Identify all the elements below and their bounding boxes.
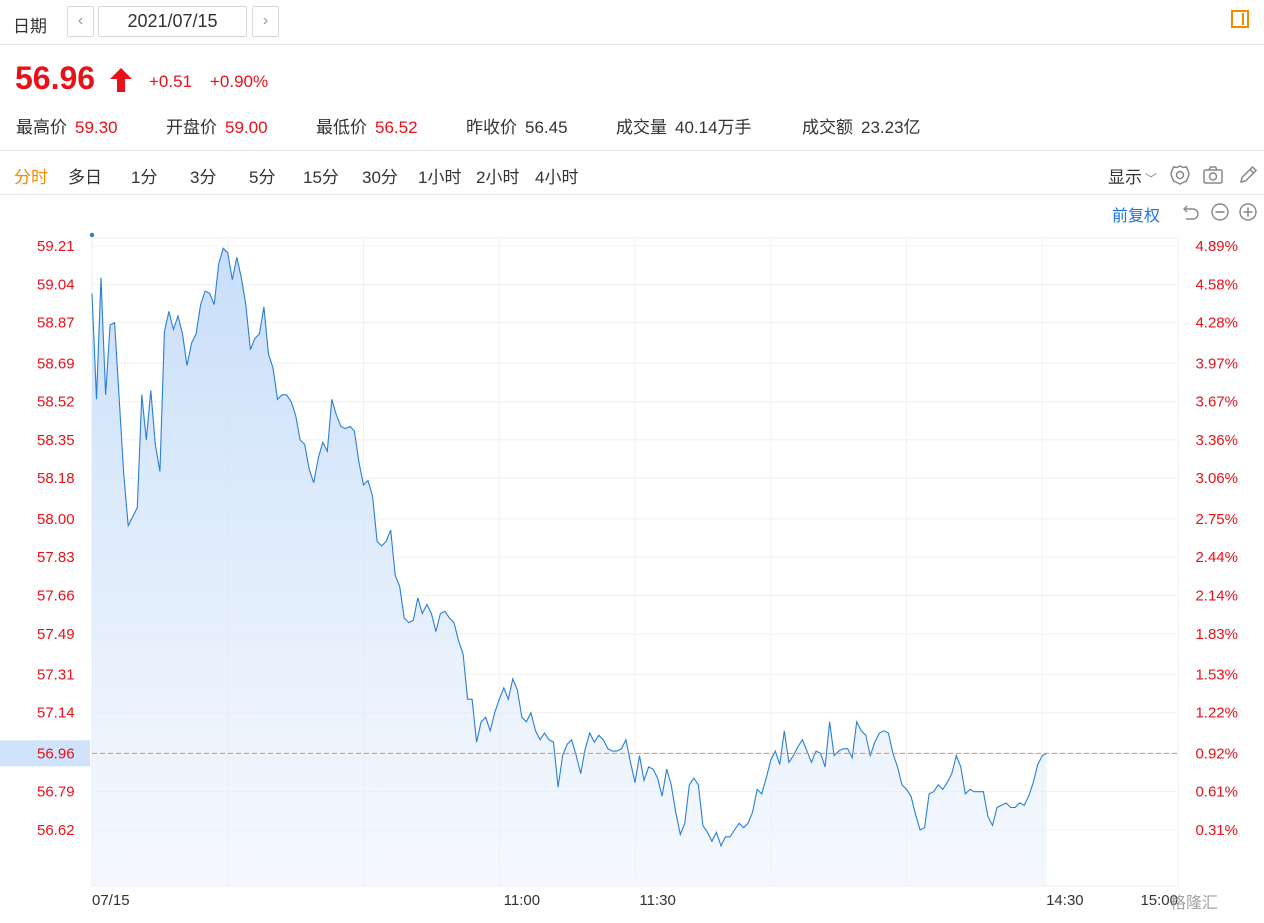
start-marker (89, 232, 95, 238)
tab-15min[interactable]: 15分 (303, 168, 339, 187)
stat-value: 56.52 (375, 118, 418, 137)
x-axis: 07/15 11:00 11:30 14:30 15:00 (92, 892, 1178, 909)
tab-multi-day[interactable]: 多日 (68, 168, 102, 187)
stat-label: 成交额 (802, 118, 853, 137)
y2-tick-label: 3.67% (1195, 394, 1238, 411)
stat-low: 最低价 56.52 (316, 113, 418, 138)
tab-30min[interactable]: 30分 (362, 168, 398, 187)
x-tick-label: 07/15 (92, 892, 130, 909)
y-tick-label: 58.18 (37, 470, 75, 487)
y-tick-label: 57.83 (37, 549, 75, 566)
y-tick-label: 58.69 (37, 355, 75, 372)
y2-tick-label: 4.28% (1195, 315, 1238, 332)
price-change-percent: +0.90% (210, 72, 269, 91)
y-tick-label: 58.87 (37, 315, 75, 332)
prev-day-button[interactable]: ‹ (67, 6, 94, 37)
y2-tick-label: 0.92% (1195, 745, 1238, 762)
y-axis: 59.21 59.04 58.87 58.69 58.52 58.35 58.18 58.00… (37, 238, 75, 839)
y-tick-label: 56.62 (37, 822, 75, 839)
y-tick-label: 57.49 (37, 626, 75, 643)
current-price-box (0, 740, 90, 767)
date-bar: 日期 ‹ 2021/07/15 › (0, 0, 1264, 45)
zoom-in-icon[interactable] (1238, 202, 1258, 222)
up-arrow-icon (110, 68, 132, 92)
y2-tick-label: 2.75% (1195, 511, 1238, 528)
stat-value: 23.23亿 (861, 118, 921, 137)
y2-tick-label: 0.31% (1195, 822, 1238, 839)
y-tick-label: 56.79 (37, 784, 75, 801)
current-price: 56.96 (15, 60, 96, 96)
divider (0, 194, 1264, 195)
zoom-out-icon[interactable] (1210, 202, 1230, 222)
y-tick-label: 59.04 (37, 276, 75, 293)
y2-tick-label: 3.36% (1195, 432, 1238, 449)
chevron-down-icon: ﹀ (1145, 172, 1158, 186)
y-tick-label: 58.52 (37, 394, 75, 411)
x-tick-label: 14:30 (1046, 892, 1084, 909)
stat-value: 59.00 (225, 118, 268, 137)
y2-tick-label: 0.61% (1195, 784, 1238, 801)
display-menu-button[interactable]: 显示 ﹀ (1108, 163, 1157, 188)
price-line (91, 247, 1048, 848)
x-tick-label: 11:00 (504, 892, 540, 909)
y2-tick-label: 1.53% (1195, 666, 1238, 683)
y-tick-label: 57.31 (37, 666, 75, 683)
y-tick-label: 58.00 (37, 511, 75, 528)
y-tick-label: 59.21 (37, 238, 75, 255)
y2-tick-label: 1.22% (1195, 705, 1238, 722)
tab-3min[interactable]: 3分 (190, 168, 217, 187)
stat-label: 最低价 (316, 118, 367, 137)
stat-label: 开盘价 (166, 118, 217, 137)
price-change: +0.51 (149, 72, 193, 91)
adjust-mode-button[interactable]: 前复权 (1112, 208, 1161, 225)
intraday-chart[interactable]: 59.21 59.04 58.87 58.69 58.52 58.35 58.18 58.00… (0, 220, 1264, 923)
next-day-button[interactable]: › (252, 6, 279, 37)
sidebar-toggle-icon[interactable] (1231, 10, 1249, 28)
watermark: 格隆汇 (1170, 895, 1219, 912)
y-tick-label: 58.35 (37, 432, 75, 449)
stat-value: 59.30 (75, 118, 118, 137)
date-label: 日期 (13, 17, 47, 36)
stat-high: 最高价 59.30 (16, 113, 118, 138)
y2-tick-label: 4.89% (1195, 238, 1238, 255)
display-label: 显示 (1108, 168, 1142, 187)
y2-axis: 4.89% 4.58% 4.28% 3.97% 3.67% 3.36% 3.06% 2.75%… (1195, 238, 1238, 839)
stat-label: 最高价 (16, 118, 67, 137)
stat-turnover: 成交额 23.23亿 (802, 113, 921, 138)
tab-1min[interactable]: 1分 (131, 168, 158, 187)
chevron-left-icon: ‹ (77, 12, 84, 29)
date-input[interactable]: 2021/07/15 (98, 6, 247, 37)
current-price-label: 56.96 (37, 745, 75, 762)
y2-tick-label: 4.58% (1195, 276, 1238, 293)
tab-1hour[interactable]: 1小时 (418, 168, 462, 187)
y2-tick-label: 3.06% (1195, 470, 1238, 487)
settings-icon[interactable] (1169, 164, 1191, 186)
divider (0, 150, 1264, 151)
stat-open: 开盘价 59.00 (166, 113, 268, 138)
pencil-icon[interactable] (1237, 164, 1259, 186)
y2-tick-label: 1.83% (1195, 626, 1238, 643)
tab-4hour[interactable]: 4小时 (535, 168, 579, 187)
camera-icon[interactable] (1202, 164, 1224, 186)
stat-volume: 成交量 40.14万手 (616, 113, 752, 138)
tab-5min[interactable]: 5分 (249, 168, 276, 187)
y-tick-label: 57.14 (37, 705, 75, 722)
y2-tick-label: 2.14% (1195, 587, 1238, 604)
reset-icon[interactable] (1181, 202, 1201, 222)
x-tick-label: 15:00 (1140, 892, 1178, 909)
y-tick-label: 57.66 (37, 587, 75, 604)
price-area (92, 248, 1047, 887)
stat-value: 40.14万手 (675, 118, 752, 137)
stat-label: 昨收价 (466, 118, 517, 137)
stat-value: 56.45 (525, 118, 568, 137)
y2-tick-label: 2.44% (1195, 549, 1238, 566)
x-tick-label: 11:30 (639, 892, 675, 909)
y2-tick-label: 3.97% (1195, 355, 1238, 372)
tab-2hour[interactable]: 2小时 (476, 168, 520, 187)
stat-label: 成交量 (616, 118, 667, 137)
chevron-right-icon: › (262, 12, 269, 29)
stat-prev-close: 昨收价 56.45 (466, 113, 568, 138)
tab-intraday[interactable]: 分时 (14, 168, 48, 187)
